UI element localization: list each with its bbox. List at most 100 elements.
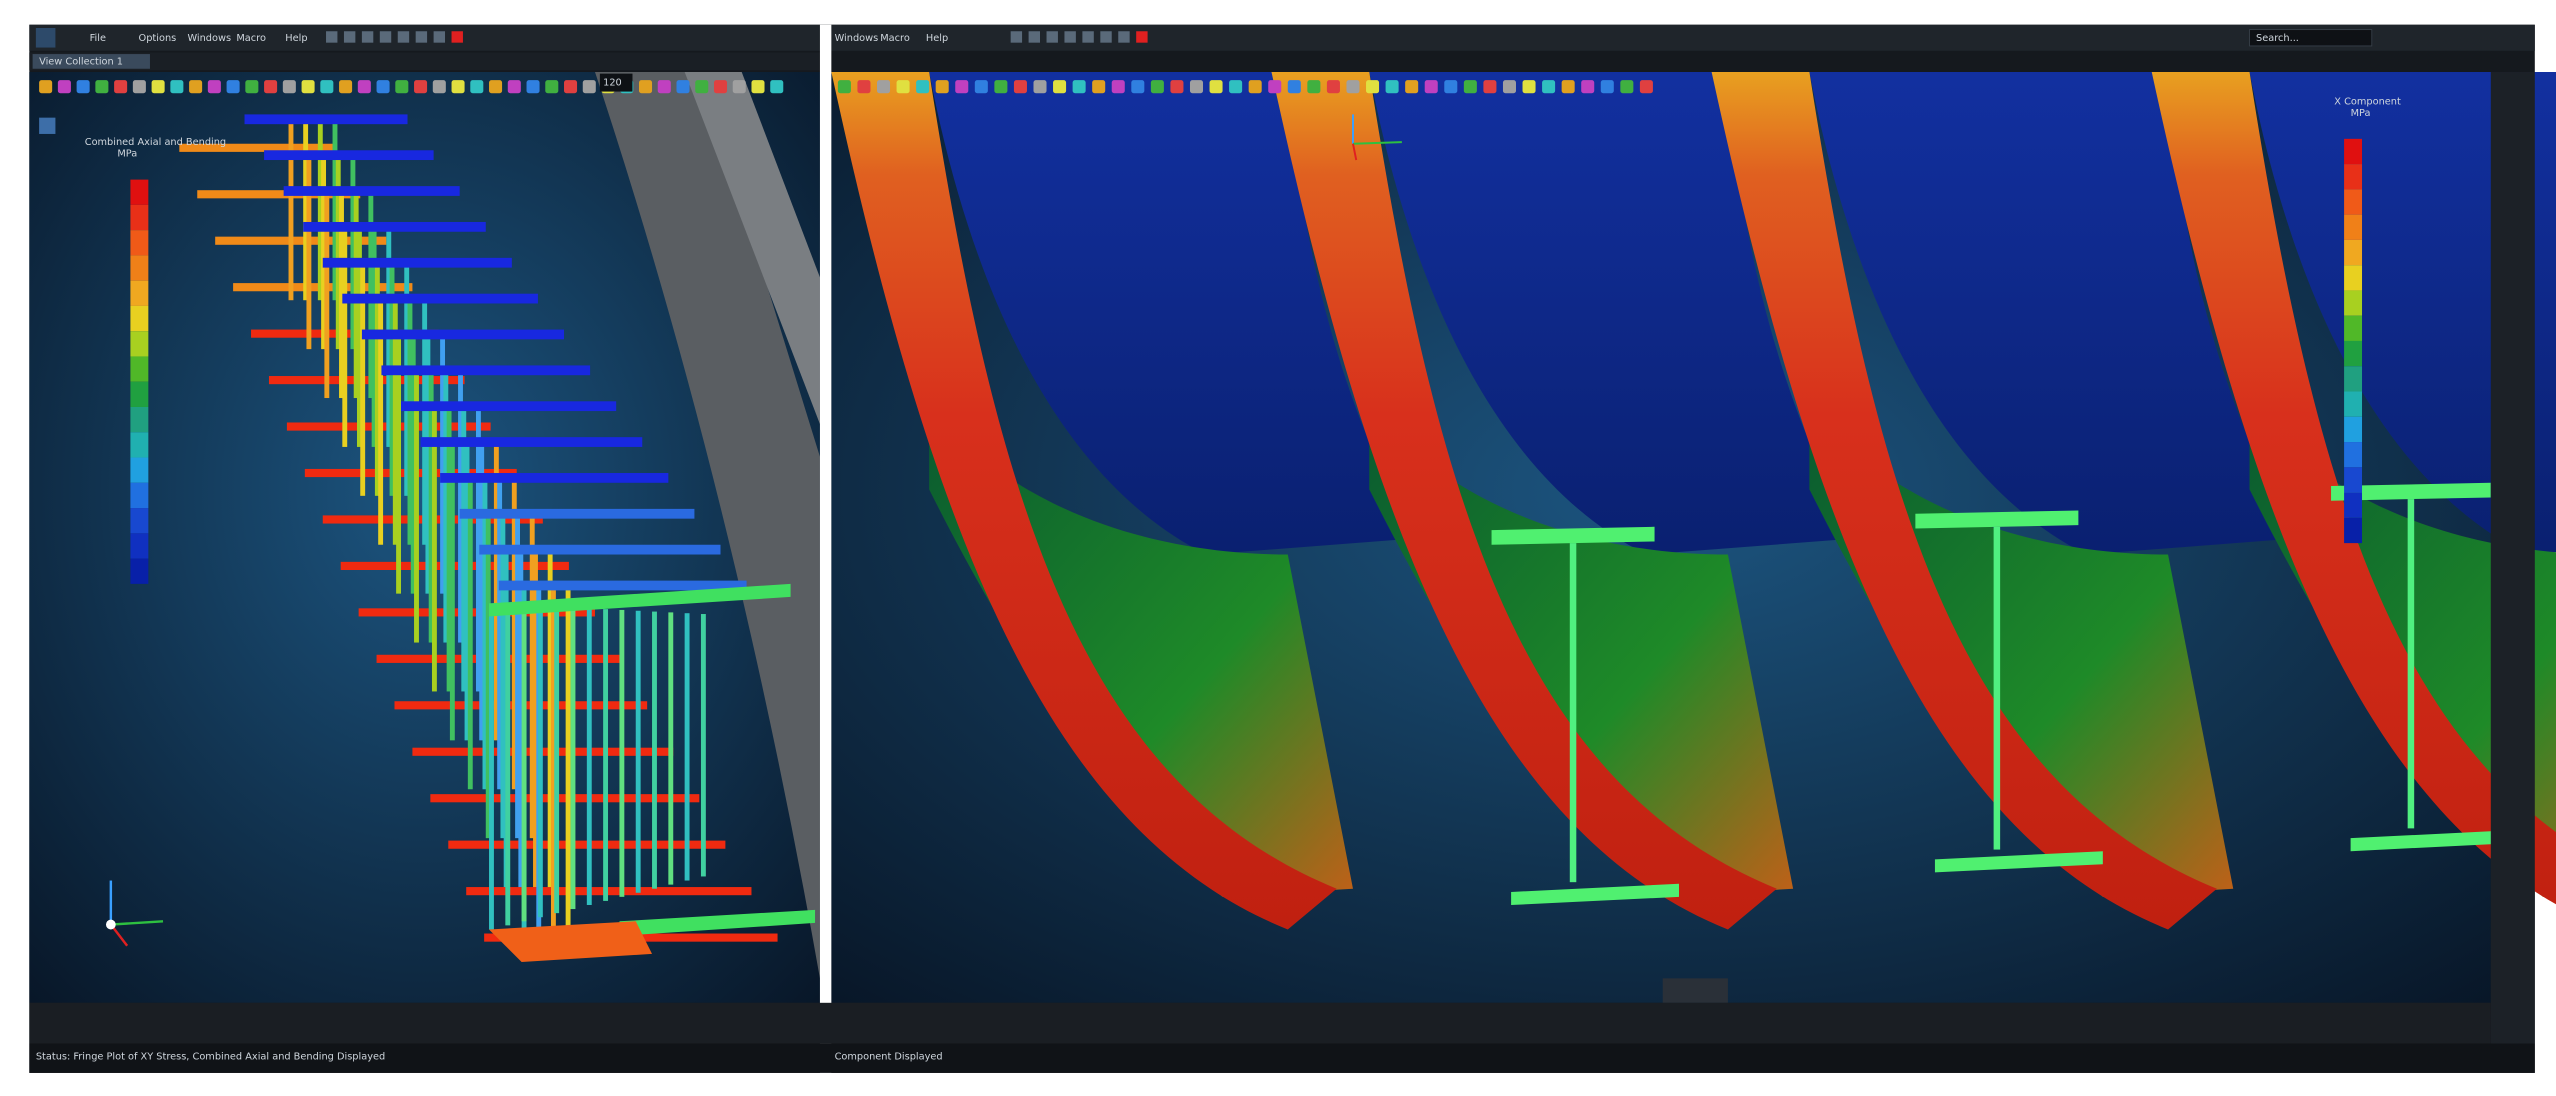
toolbar-button[interactable] [76, 80, 90, 94]
search-box[interactable] [2249, 29, 2373, 47]
toolbar-button[interactable] [470, 80, 484, 94]
toolbar-button[interactable] [770, 80, 784, 94]
toolbar-button[interactable] [1385, 80, 1399, 94]
toolbar-button[interactable] [1092, 80, 1106, 94]
toolbar-button[interactable] [433, 31, 446, 43]
toolbar-button[interactable] [955, 80, 969, 94]
toolbar-button[interactable] [526, 80, 540, 94]
toolbar-button[interactable] [1502, 80, 1516, 94]
toolbar-button[interactable] [414, 80, 428, 94]
menu-item[interactable]: Windows [835, 33, 879, 44]
toolbar-button[interactable] [1522, 80, 1536, 94]
toolbar-button[interactable] [1150, 80, 1164, 94]
toolbar-button[interactable] [916, 80, 930, 94]
toolbar-button[interactable] [1064, 31, 1076, 43]
menu-item[interactable]: Macro [236, 33, 266, 44]
toolbar-button[interactable] [751, 80, 765, 94]
toolbar-button[interactable] [935, 80, 949, 94]
toolbar-button[interactable] [57, 80, 71, 94]
toolbar-button[interactable] [896, 80, 910, 94]
toolbar-button[interactable] [1463, 80, 1477, 94]
toolbar-button[interactable] [507, 80, 521, 94]
toolbar-button[interactable] [361, 31, 374, 43]
toolbar-button[interactable] [974, 80, 988, 94]
toolbar-button[interactable] [326, 31, 338, 43]
toolbar-button[interactable] [415, 31, 428, 43]
toolbar-button[interactable] [1248, 80, 1262, 94]
toolbar-button[interactable] [676, 80, 690, 94]
view-tab-label[interactable]: View Collection 1 [39, 56, 123, 67]
toolbar-button[interactable] [432, 80, 446, 94]
toolbar-button[interactable] [1118, 31, 1130, 43]
menu-item[interactable]: File [90, 33, 106, 44]
toolbar-button[interactable] [1307, 80, 1321, 94]
toolbar-button[interactable] [320, 80, 334, 94]
toolbar-button[interactable] [395, 80, 409, 94]
toolbar-button[interactable] [1581, 80, 1595, 94]
toolbar-button[interactable] [1620, 80, 1634, 94]
toolbar-button[interactable] [1046, 31, 1058, 43]
menu-item[interactable]: Options [139, 33, 177, 44]
toolbar-button[interactable] [695, 80, 709, 94]
toolbar-button[interactable] [994, 80, 1008, 94]
toolbar-button[interactable] [1405, 80, 1419, 94]
toolbar-button[interactable] [207, 80, 221, 94]
toolbar-button[interactable] [639, 80, 653, 94]
toolbar-button[interactable] [1189, 80, 1204, 94]
toolbar-button[interactable] [1010, 31, 1023, 43]
toolbar-button[interactable] [170, 80, 184, 94]
zoom-value[interactable]: 120 [603, 78, 622, 89]
toolbar-button[interactable] [376, 80, 390, 94]
toolbar-button[interactable] [226, 80, 240, 94]
toolbar-button[interactable] [1136, 31, 1148, 43]
toolbar-button[interactable] [132, 80, 146, 94]
toolbar-button[interactable] [1131, 80, 1145, 94]
toolbar-button[interactable] [245, 80, 259, 94]
toolbar-button[interactable] [1424, 80, 1438, 94]
toolbar-button[interactable] [95, 80, 109, 94]
toolbar-button[interactable] [151, 80, 165, 94]
toolbar-button[interactable] [114, 80, 128, 94]
toolbar-button[interactable] [1072, 80, 1086, 94]
zoom-field[interactable] [599, 73, 633, 92]
toolbar-button[interactable] [1053, 80, 1067, 94]
toolbar-button[interactable] [357, 80, 371, 94]
toolbar-button[interactable] [1542, 80, 1556, 94]
toolbar-button[interactable] [1111, 80, 1125, 94]
view-tab[interactable] [32, 54, 150, 69]
toolbar-button[interactable] [1033, 80, 1047, 94]
toolbar-button[interactable] [339, 80, 353, 94]
toolbar-button[interactable] [1082, 31, 1094, 43]
toolbar-button[interactable] [379, 31, 392, 43]
toolbar-button[interactable] [264, 80, 278, 94]
toolbar-button[interactable] [397, 31, 410, 43]
toolbar-button[interactable] [1170, 80, 1184, 94]
toolbar-button[interactable] [545, 80, 559, 94]
toolbar-button[interactable] [343, 31, 356, 43]
menu-item[interactable]: Windows [187, 33, 231, 44]
menu-item[interactable]: Help [285, 33, 307, 44]
toolbar-button[interactable] [857, 80, 871, 94]
toolbar-button[interactable] [564, 80, 578, 94]
toolbar-button[interactable] [451, 31, 463, 43]
toolbar-button[interactable] [489, 80, 503, 94]
toolbar-button[interactable] [582, 80, 596, 94]
toolbar-button[interactable] [1483, 80, 1497, 94]
toolbar-button[interactable] [837, 80, 851, 94]
toolbar-button[interactable] [1209, 80, 1223, 94]
toolbar-button[interactable] [301, 80, 315, 94]
toolbar-button[interactable] [1639, 80, 1653, 94]
search-placeholder[interactable]: Search... [2256, 33, 2299, 44]
toolbar-button[interactable] [1100, 31, 1112, 43]
toolbar-button[interactable] [1600, 80, 1614, 94]
toolbar-button[interactable] [732, 80, 746, 94]
toolbar-button[interactable] [713, 80, 728, 94]
toolbar-button[interactable] [282, 80, 296, 94]
toolbar-button[interactable] [657, 80, 671, 94]
toolbar-button[interactable] [1013, 80, 1027, 94]
legend-icon[interactable] [39, 117, 56, 134]
menu-item[interactable]: Help [926, 33, 948, 44]
toolbar-button[interactable] [1326, 80, 1340, 94]
toolbar-button[interactable] [1444, 80, 1458, 94]
toolbar-button[interactable] [451, 80, 465, 94]
